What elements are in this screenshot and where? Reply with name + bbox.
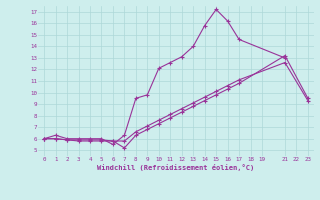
X-axis label: Windchill (Refroidissement éolien,°C): Windchill (Refroidissement éolien,°C) [97, 164, 255, 171]
